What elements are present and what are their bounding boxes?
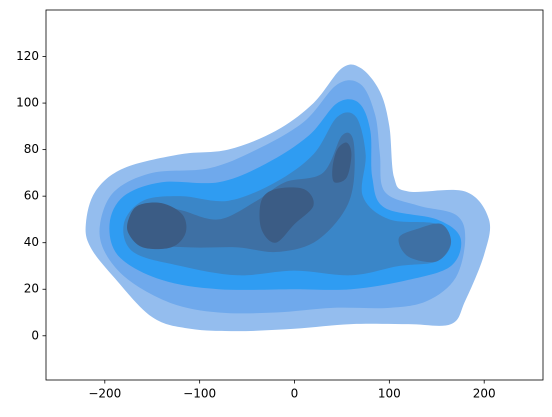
y-tick-label: 120 bbox=[16, 49, 39, 63]
y-tick-label: 20 bbox=[24, 282, 39, 296]
x-tick-label: −100 bbox=[183, 387, 216, 401]
density-contour bbox=[259, 187, 314, 243]
x-tick-label: 0 bbox=[291, 387, 299, 401]
y-tick-label: 80 bbox=[24, 142, 39, 156]
y-tick-label: 100 bbox=[16, 96, 39, 110]
density-contour bbox=[132, 132, 355, 253]
y-tick-label: 60 bbox=[24, 189, 39, 203]
density-contour bbox=[398, 223, 452, 263]
y-tick-label: 40 bbox=[24, 235, 39, 249]
x-tick-label: 200 bbox=[473, 387, 496, 401]
density-contour bbox=[332, 142, 352, 183]
y-tick-label: 0 bbox=[31, 328, 39, 342]
x-tick-label: −200 bbox=[88, 387, 121, 401]
density-contour bbox=[127, 202, 187, 250]
x-tick-label: 100 bbox=[378, 387, 401, 401]
